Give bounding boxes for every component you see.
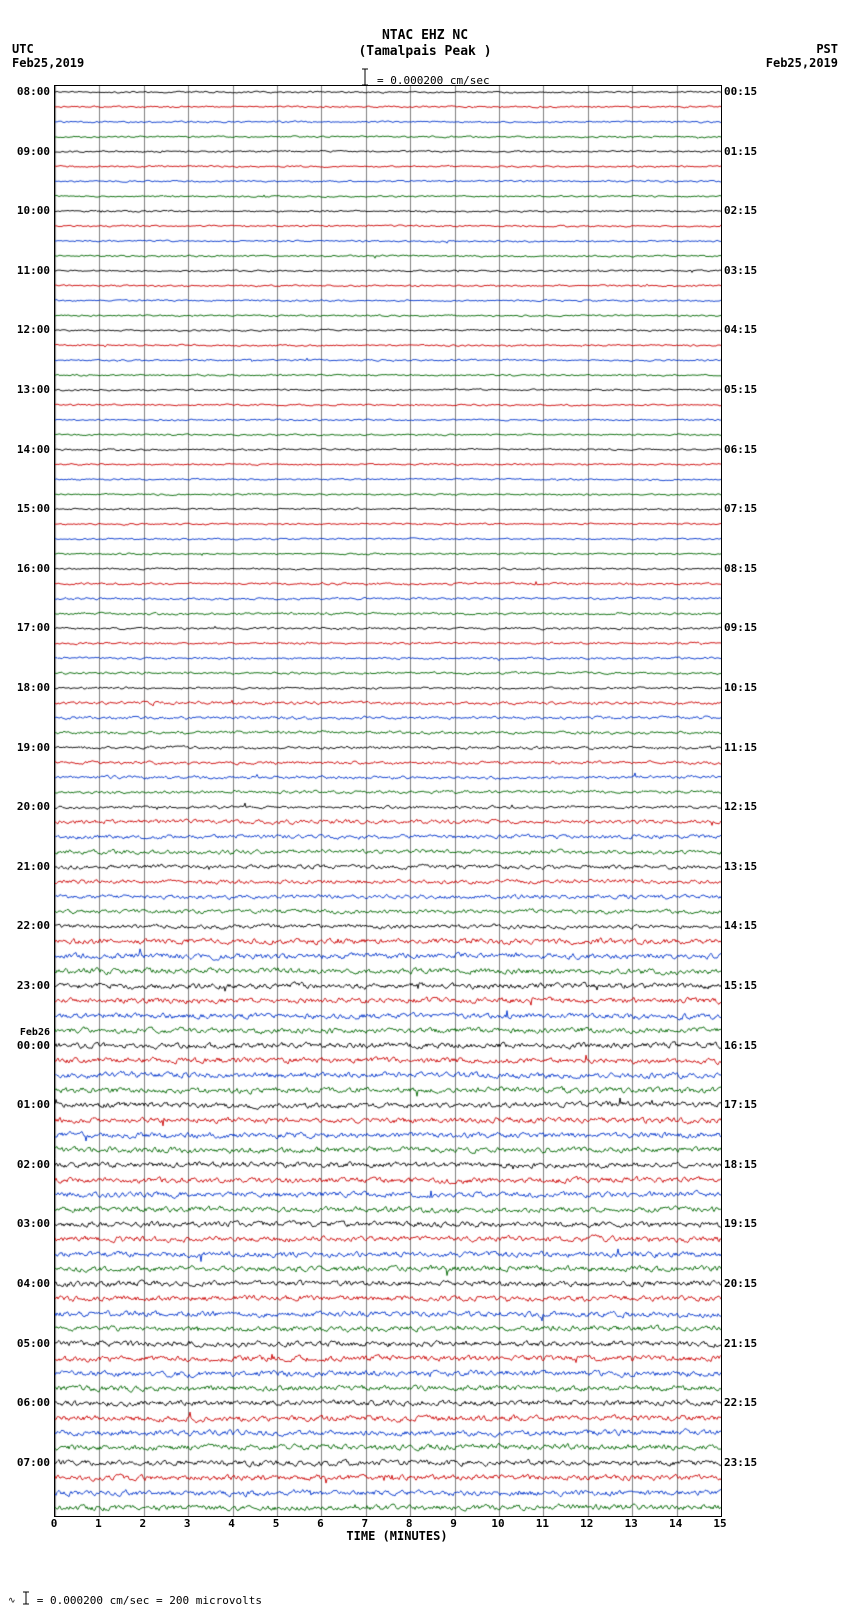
pst-time-label: 02:15 [724, 204, 774, 217]
utc-time-label: 07:00 [4, 1456, 50, 1469]
seismogram-plot [54, 85, 722, 1517]
pst-time-label: 17:15 [724, 1098, 774, 1111]
x-axis-title: TIME (MINUTES) [327, 1529, 467, 1543]
pst-time-label: 20:15 [724, 1277, 774, 1290]
utc-time-label: 16:00 [4, 562, 50, 575]
utc-time-label: 22:00 [4, 919, 50, 932]
utc-time-label: 19:00 [4, 741, 50, 754]
utc-date-marker: Feb26 [4, 1027, 50, 1038]
pst-time-label: 08:15 [724, 562, 774, 575]
timezone-right: PST [816, 42, 838, 56]
x-tick-label: 15 [710, 1517, 730, 1530]
scale-bar: = 0.000200 cm/sec [0, 66, 850, 87]
x-tick-label: 5 [266, 1517, 286, 1530]
pst-time-label: 00:15 [724, 85, 774, 98]
utc-time-label: 11:00 [4, 264, 50, 277]
seismogram-container: NTAC EHZ NC (Tamalpais Peak ) = 0.000200… [0, 0, 850, 1613]
pst-time-label: 14:15 [724, 919, 774, 932]
x-tick-label: 13 [621, 1517, 641, 1530]
utc-time-label: 12:00 [4, 323, 50, 336]
pst-time-label: 07:15 [724, 502, 774, 515]
pst-time-label: 03:15 [724, 264, 774, 277]
footer-scale: ∿ = 0.000200 cm/sec = 200 microvolts [8, 1590, 262, 1607]
x-tick-label: 2 [133, 1517, 153, 1530]
utc-time-label: 03:00 [4, 1217, 50, 1230]
x-tick-label: 4 [222, 1517, 242, 1530]
utc-time-label: 09:00 [4, 145, 50, 158]
station-name: (Tamalpais Peak ) [0, 44, 850, 59]
utc-time-label: 20:00 [4, 800, 50, 813]
pst-time-label: 18:15 [724, 1158, 774, 1171]
utc-time-label: 02:00 [4, 1158, 50, 1171]
utc-time-label: 18:00 [4, 681, 50, 694]
pst-time-label: 21:15 [724, 1337, 774, 1350]
utc-time-label: 01:00 [4, 1098, 50, 1111]
date-right: Feb25,2019 [766, 56, 838, 70]
x-tick-label: 10 [488, 1517, 508, 1530]
utc-time-label: 23:00 [4, 979, 50, 992]
x-tick-label: 0 [44, 1517, 64, 1530]
utc-time-label: 10:00 [4, 204, 50, 217]
pst-time-label: 22:15 [724, 1396, 774, 1409]
x-tick-label: 11 [532, 1517, 552, 1530]
utc-time-label: 04:00 [4, 1277, 50, 1290]
utc-time-label: 06:00 [4, 1396, 50, 1409]
utc-time-label: 21:00 [4, 860, 50, 873]
pst-time-label: 05:15 [724, 383, 774, 396]
pst-time-label: 12:15 [724, 800, 774, 813]
utc-time-label: 00:00 [4, 1039, 50, 1052]
utc-time-label: 05:00 [4, 1337, 50, 1350]
pst-time-label: 06:15 [724, 443, 774, 456]
utc-time-label: 08:00 [4, 85, 50, 98]
pst-time-label: 16:15 [724, 1039, 774, 1052]
pst-time-label: 10:15 [724, 681, 774, 694]
pst-time-label: 11:15 [724, 741, 774, 754]
utc-time-label: 14:00 [4, 443, 50, 456]
utc-time-label: 15:00 [4, 502, 50, 515]
utc-time-label: 17:00 [4, 621, 50, 634]
pst-time-label: 13:15 [724, 860, 774, 873]
x-tick-label: 12 [577, 1517, 597, 1530]
pst-time-label: 23:15 [724, 1456, 774, 1469]
x-tick-label: 3 [177, 1517, 197, 1530]
x-tick-label: 14 [666, 1517, 686, 1530]
pst-time-label: 15:15 [724, 979, 774, 992]
footer-text: = 0.000200 cm/sec = 200 microvolts [37, 1594, 262, 1607]
utc-time-label: 13:00 [4, 383, 50, 396]
timezone-left: UTC [12, 42, 34, 56]
pst-time-label: 09:15 [724, 621, 774, 634]
station-code: NTAC EHZ NC [0, 28, 850, 43]
date-left: Feb25,2019 [12, 56, 84, 70]
pst-time-label: 19:15 [724, 1217, 774, 1230]
x-tick-label: 1 [88, 1517, 108, 1530]
pst-time-label: 04:15 [724, 323, 774, 336]
pst-time-label: 01:15 [724, 145, 774, 158]
